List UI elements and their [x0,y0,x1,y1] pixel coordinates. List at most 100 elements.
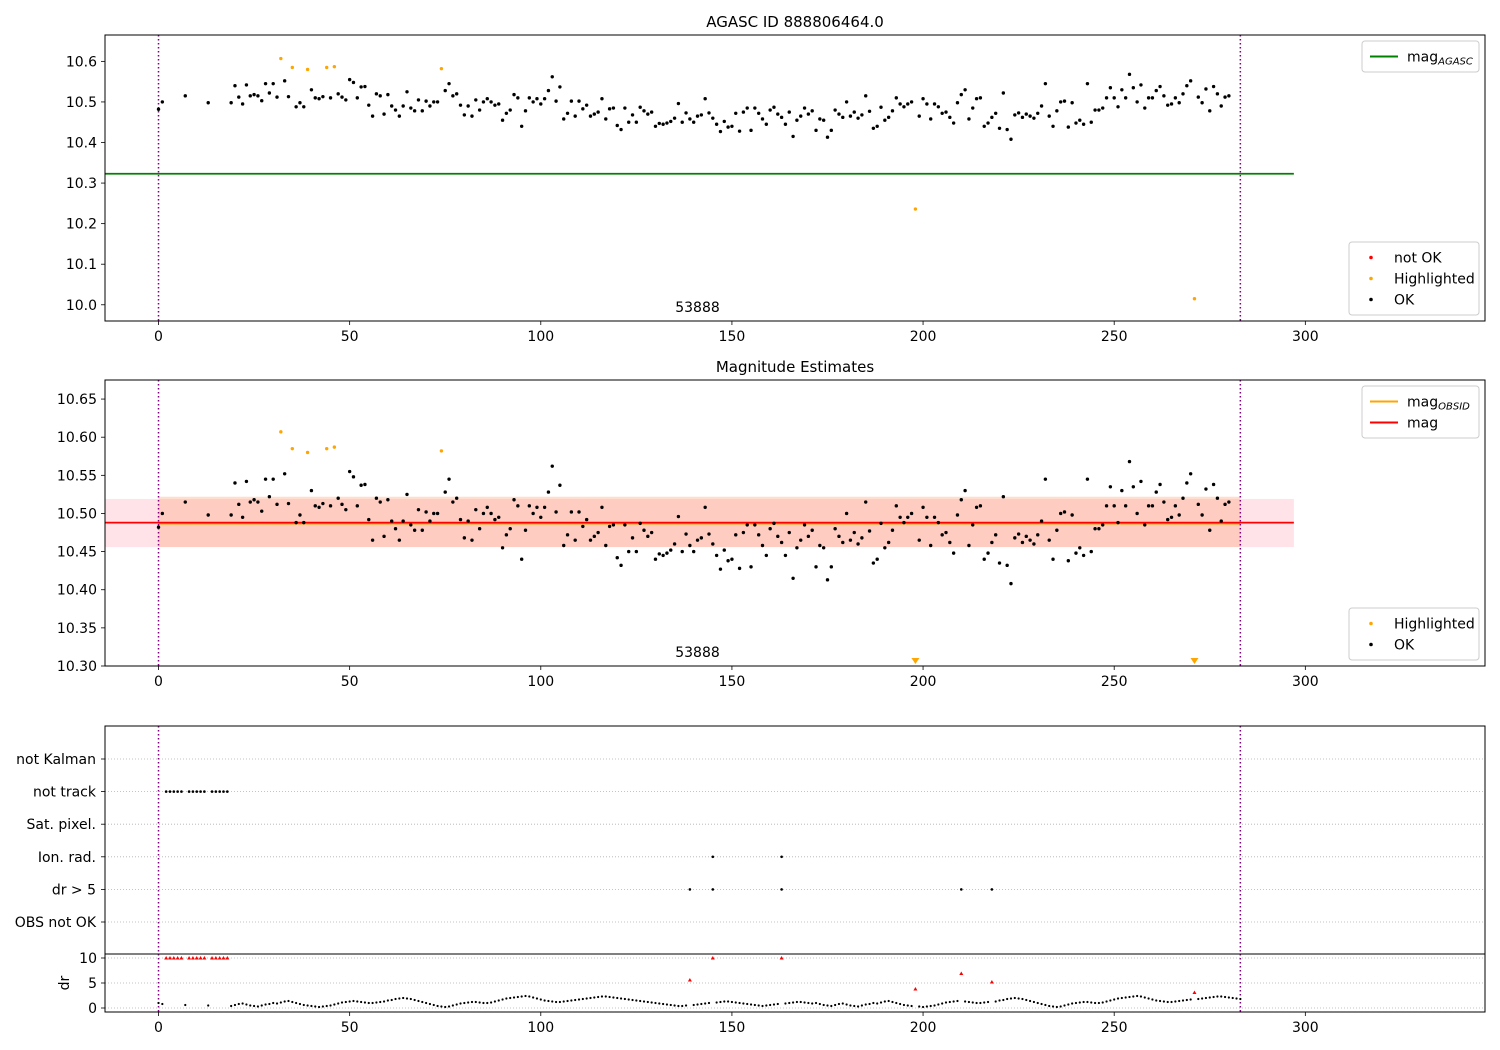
data-point [481,100,486,104]
dr-point [337,1002,340,1005]
dr-flag-point [779,956,784,960]
data-point [971,106,975,110]
estimate-point [363,482,367,487]
estimate-point [386,498,390,502]
estimate-point [1085,477,1090,481]
estimate-point [512,498,516,502]
estimate-point [898,515,902,519]
dr-flag-point [167,956,172,960]
mid-y-tick-label: 10.45 [57,545,97,561]
estimate-point [183,500,187,504]
estimate-point [955,513,960,517]
dr-point [799,1000,802,1004]
dr-point [639,999,642,1003]
dr-point [1128,995,1131,999]
data-point [581,107,585,111]
estimate-point [378,500,382,504]
estimate-point [1016,532,1021,536]
estimate-point [714,553,719,558]
estimate-point [1001,494,1006,499]
estimate-point [929,543,933,548]
dr-point [291,1000,294,1004]
dr-point [944,1001,948,1004]
data-point [1016,111,1021,115]
dr-point [1155,999,1158,1002]
estimate-point [535,505,539,510]
estimate-point [1108,485,1113,489]
data-point [290,65,295,70]
estimate-point [841,540,845,545]
dr-point [474,1000,477,1004]
estimate-point [382,534,386,539]
top-legend [1361,40,1480,73]
dr-point [574,998,577,1002]
dr-point [1201,997,1204,1000]
estimate-point [894,504,899,508]
dr-point [252,1004,256,1008]
data-point [864,94,868,98]
estimate-point [466,519,470,523]
estimate-point [607,524,612,529]
dr-point [727,1000,730,1003]
estimate-point [684,532,688,536]
dr-point [925,1005,928,1008]
dr-point [983,1001,986,1004]
estimate-point [657,552,661,556]
data-point [1131,86,1136,90]
estimate-point [741,530,746,535]
dr-point [1239,997,1242,1001]
data-point [519,124,524,128]
flag-label: Ion. rad. [38,850,96,866]
data-point [753,106,757,110]
estimate-point [1101,523,1105,527]
data-point [707,111,711,115]
estimate-point [156,525,161,529]
dr-point [516,995,519,999]
dr-point [1036,1001,1039,1005]
data-point [726,125,730,129]
dr-flag-point [225,956,230,960]
data-point [955,101,960,105]
dr-point [696,1003,699,1006]
data-point [615,123,619,128]
dr-point [340,1001,344,1004]
estimate-point [806,534,811,539]
data-point [936,105,941,109]
data-point [630,113,635,117]
data-point [347,77,352,82]
estimate-point [734,533,738,537]
top-y-tick-label: 10.5 [66,95,97,111]
estimate-point [458,517,463,522]
estimate-point [1055,528,1059,532]
dr-point [757,1004,760,1007]
data-point [439,66,444,71]
estimate-point [890,528,895,532]
estimate-point [233,481,237,485]
estimate-point [1074,551,1078,555]
data-point [351,80,356,85]
data-point [814,128,818,133]
data-point [447,81,451,86]
data-point [497,102,501,106]
flag-point [168,790,172,793]
estimate-point [1139,479,1143,484]
data-point [1169,102,1174,106]
estimate-point [1062,510,1067,514]
dr-point [398,997,401,1000]
data-point [504,111,509,115]
estimate-point [802,523,807,527]
dr-point [1109,999,1112,1002]
data-point [489,100,493,104]
data-point [661,122,665,126]
mid-legend [1361,385,1480,439]
dr-point [604,995,607,998]
dr-point [1044,1003,1047,1007]
data-point [990,115,994,120]
data-point [237,95,241,99]
data-point [370,114,375,118]
estimate-point [432,511,436,516]
dr-point [1017,997,1020,1000]
dr-point [1227,996,1230,999]
data-point [649,110,654,114]
estimate-point [963,488,967,493]
